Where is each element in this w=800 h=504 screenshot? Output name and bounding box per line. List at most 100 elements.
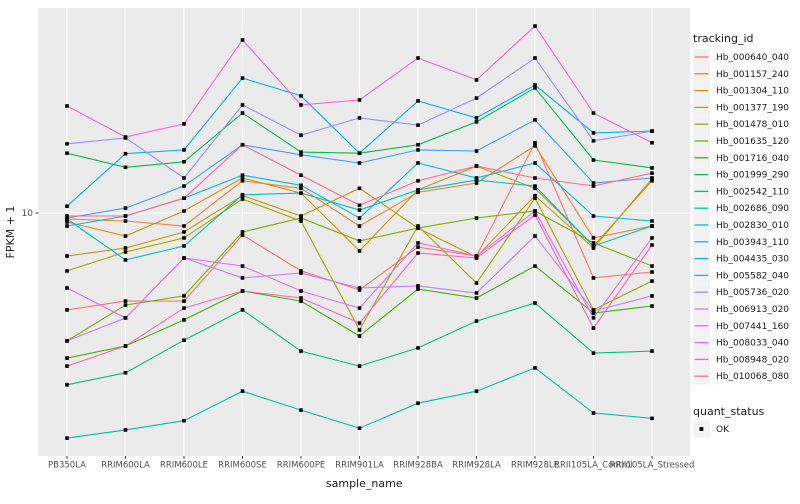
data-point-marker — [240, 308, 245, 312]
data-point-marker — [474, 216, 479, 220]
data-point-marker — [357, 216, 362, 220]
data-point-marker — [240, 289, 245, 293]
data-point-marker — [416, 245, 420, 249]
data-point-marker — [299, 94, 303, 98]
data-point-marker — [650, 140, 654, 145]
data-point-marker — [299, 349, 303, 353]
data-point-marker — [650, 294, 654, 298]
data-point-marker — [299, 186, 303, 191]
data-point-marker — [474, 78, 479, 82]
data-point-marker — [240, 38, 245, 42]
x-tick-label: RRIM600PE — [277, 461, 325, 471]
y-tick-label: 10 — [22, 209, 34, 219]
data-point-marker — [182, 236, 186, 240]
data-point-marker — [357, 208, 362, 212]
data-point-marker — [357, 286, 362, 290]
legend-title: tracking_id — [693, 32, 754, 45]
data-point-marker — [65, 214, 69, 218]
data-point-marker — [650, 176, 654, 180]
data-point-marker — [182, 318, 186, 322]
legend-label: Hb_001999_290 — [716, 171, 789, 181]
data-point-marker — [123, 165, 128, 170]
data-point-marker — [123, 316, 128, 320]
data-point-marker — [357, 116, 362, 120]
data-point-marker — [533, 193, 537, 198]
data-point-marker — [182, 209, 186, 213]
data-point-marker — [416, 161, 420, 165]
black-square-marker-icon — [699, 427, 704, 431]
data-point-marker — [533, 161, 537, 165]
data-point-marker — [474, 116, 479, 120]
data-point-marker — [182, 299, 186, 303]
data-point-marker — [650, 224, 654, 228]
data-point-marker — [182, 338, 186, 342]
x-axis-title: sample_name — [326, 477, 403, 490]
data-point-marker — [182, 244, 186, 248]
y-axis-title: FPKM + 1 — [4, 206, 17, 259]
data-point-marker — [533, 366, 537, 370]
data-point-marker — [650, 270, 654, 274]
x-tick-label: RRIM600SE — [218, 461, 267, 471]
data-point-marker — [357, 249, 362, 253]
data-point-marker — [591, 214, 596, 218]
legend-label: Hb_002830_010 — [716, 221, 789, 231]
data-point-marker — [65, 356, 69, 360]
data-point-marker — [591, 351, 596, 355]
data-point-marker — [533, 301, 537, 305]
data-point-marker — [650, 179, 654, 183]
data-point-marker — [357, 364, 362, 368]
data-point-marker — [533, 234, 537, 238]
data-point-marker — [357, 203, 362, 208]
data-point-marker — [123, 428, 128, 432]
data-point-marker — [299, 296, 303, 300]
data-point-marker — [591, 311, 596, 315]
data-point-marker — [591, 236, 596, 240]
data-point-marker — [533, 83, 537, 87]
data-point-marker — [182, 418, 186, 423]
data-point-marker — [650, 349, 654, 353]
legend-label: Hb_001635_120 — [716, 137, 789, 147]
legend-label: Hb_001377_190 — [716, 103, 789, 113]
legend-label: Hb_010068_080 — [716, 372, 789, 382]
x-tick-label: RRIM928LA — [452, 461, 501, 471]
data-point-marker — [357, 161, 362, 165]
data-point-marker — [357, 321, 362, 325]
data-point-marker — [240, 264, 245, 268]
x-tick-label: RRIM600LA — [101, 461, 150, 471]
data-point-marker — [533, 213, 537, 217]
data-point-marker — [299, 219, 303, 223]
x-tick-label: RRIM928BA — [393, 461, 443, 471]
data-point-marker — [299, 183, 303, 188]
data-point-marker — [416, 179, 420, 183]
data-point-marker — [416, 346, 420, 350]
data-point-marker — [533, 56, 537, 60]
data-point-marker — [591, 309, 596, 313]
data-point-marker — [474, 181, 479, 185]
data-point-marker — [357, 239, 362, 243]
legend-label: Hb_001304_110 — [716, 87, 789, 97]
data-point-marker — [65, 269, 69, 273]
data-point-marker — [182, 294, 186, 298]
data-point-marker — [299, 153, 303, 157]
data-point-marker — [474, 296, 479, 300]
data-point-marker — [65, 104, 69, 108]
data-point-marker — [182, 230, 186, 234]
data-point-marker — [123, 344, 128, 348]
legend-label: Hb_005736_020 — [716, 288, 789, 298]
x-tick-label: RRIM928LE — [511, 461, 559, 471]
data-point-marker — [533, 186, 537, 191]
data-point-marker — [182, 196, 186, 200]
data-point-marker — [65, 216, 69, 220]
data-point-marker — [416, 401, 420, 405]
data-point-marker — [591, 181, 596, 185]
data-point-marker — [240, 173, 245, 177]
data-point-marker — [416, 287, 420, 291]
legend-label: Hb_004435_030 — [716, 255, 789, 265]
data-point-marker — [123, 206, 128, 210]
data-point-marker — [299, 408, 303, 412]
data-point-marker — [591, 411, 596, 415]
legend-label: Hb_000640_040 — [716, 53, 789, 63]
data-point-marker — [240, 76, 245, 80]
data-point-marker — [591, 246, 596, 250]
quant-status-label: OK — [716, 425, 730, 435]
